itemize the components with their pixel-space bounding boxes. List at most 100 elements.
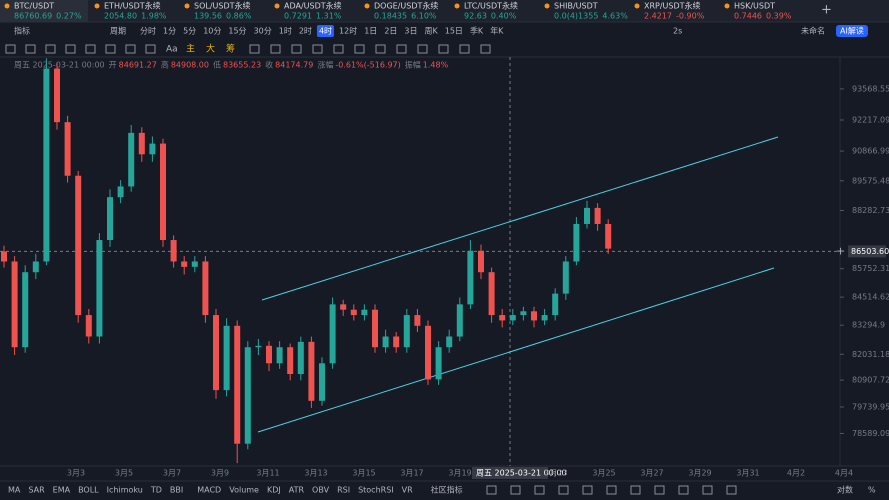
indicator-option[interactable]: OBV [312, 486, 330, 495]
ticker-symbol[interactable]: ETH/USDT永续 [104, 1, 161, 11]
draw-tool-icon[interactable] [459, 44, 470, 54]
tool-icon[interactable] [65, 44, 76, 54]
add-ticker[interactable]: + [821, 3, 832, 18]
ticker-change[interactable]: 1.98% [141, 12, 167, 21]
indicator-option[interactable]: Volume [229, 486, 259, 495]
ticker-symbol[interactable]: HSK/USDT [734, 2, 775, 11]
indicator-option[interactable]: EMA [53, 486, 71, 495]
ticker-change[interactable]: 0.40% [491, 12, 517, 21]
ticker-symbol[interactable]: XRP/USDT永续 [644, 1, 701, 11]
ticker-symbol[interactable]: DOGE/USDT永续 [374, 1, 438, 11]
ticker-symbol[interactable]: LTC/USDT永续 [464, 1, 518, 11]
ticker-price[interactable]: 2054.80 [104, 12, 137, 21]
tool-button[interactable]: 主 [186, 43, 195, 55]
tool-icon[interactable] [25, 44, 36, 54]
indicator-button[interactable]: 指标 [14, 26, 30, 36]
tool-button[interactable]: 大 [206, 43, 215, 55]
period-option[interactable]: 2时 [299, 26, 312, 36]
period-option[interactable]: 30分 [254, 27, 272, 36]
ticker-change[interactable]: 0.86% [226, 12, 252, 21]
tool-icon[interactable] [145, 44, 156, 54]
draw-tool-icon[interactable] [702, 485, 713, 495]
draw-tool-icon[interactable] [438, 44, 449, 54]
period-option[interactable]: 年K [490, 26, 504, 36]
indicator-option[interactable]: Ichimoku [107, 486, 143, 495]
ticker-price[interactable]: 0.7446 [734, 12, 762, 21]
ai-button-bg[interactable] [836, 25, 868, 37]
draw-tool-icon[interactable] [558, 485, 569, 495]
ticker-change[interactable]: -0.90% [676, 12, 705, 21]
draw-tool-icon[interactable] [630, 485, 641, 495]
period-option[interactable]: 1分 [163, 27, 176, 36]
indicator-option[interactable]: RSI [337, 486, 350, 495]
draw-tool-icon[interactable] [312, 44, 323, 54]
tool-icon[interactable] [5, 44, 16, 54]
tool-button[interactable]: 筹 [226, 43, 235, 55]
log-toggle[interactable]: 对数 [837, 485, 853, 495]
percent-toggle[interactable]: % [868, 486, 876, 495]
draw-tool-icon[interactable] [678, 485, 689, 495]
tool-icon[interactable] [85, 44, 96, 54]
period-option[interactable]: 3日 [404, 27, 417, 36]
indicator-option[interactable]: SAR [28, 486, 45, 495]
indicator-option[interactable]: ATR [289, 486, 305, 495]
draw-tool-icon[interactable] [480, 44, 491, 54]
indicator-option[interactable]: MA [8, 486, 21, 495]
ticker-price[interactable]: 86760.69 [14, 12, 52, 21]
period-option[interactable]: 分时 [140, 26, 156, 36]
ticker-price[interactable]: 0.0(4)1355 [554, 12, 598, 21]
indicator-option[interactable]: VR [402, 486, 413, 495]
ticker-symbol[interactable]: SOL/USDT永续 [194, 1, 251, 11]
tool-icon[interactable] [105, 44, 116, 54]
period-option[interactable]: 周K [425, 27, 439, 36]
draw-tool-icon[interactable] [582, 485, 593, 495]
ticker-price[interactable]: 2.4217 [644, 12, 672, 21]
draw-tool-icon[interactable] [606, 485, 617, 495]
ai-button[interactable]: AI解读 [840, 26, 864, 36]
period-label[interactable]: 周期 [110, 27, 126, 36]
draw-tool-icon[interactable] [417, 44, 428, 54]
draw-tool-icon[interactable] [375, 44, 386, 54]
period-option[interactable]: 10分 [203, 27, 221, 36]
ticker-price[interactable]: 0.18435 [374, 12, 407, 21]
draw-tool-icon[interactable] [654, 485, 665, 495]
indicator-option[interactable]: MACD [197, 486, 221, 495]
indicator-option[interactable]: KDJ [267, 486, 281, 495]
tool-icon[interactable] [45, 44, 56, 54]
draw-tool-icon[interactable] [726, 485, 737, 495]
draw-tool-icon[interactable] [270, 44, 281, 54]
indicator-option[interactable]: StochRSI [358, 486, 394, 495]
indicator-option[interactable]: BOLL [78, 486, 99, 495]
period-option[interactable]: 5分 [183, 27, 196, 36]
period-option[interactable]: 15日 [445, 27, 463, 36]
period-option[interactable]: 1时 [279, 26, 292, 36]
indicator-option[interactable]: TD [150, 486, 162, 495]
community-indicators[interactable]: 社区指标 [431, 485, 463, 495]
period-option[interactable]: 2日 [384, 27, 397, 36]
indicator-option[interactable]: BBI [170, 486, 183, 495]
draw-tool-icon[interactable] [396, 44, 407, 54]
draw-tool-icon[interactable] [333, 44, 344, 54]
ticker-price[interactable]: 0.7291 [284, 12, 312, 21]
layout-name[interactable]: 未命名 [801, 26, 825, 36]
ticker-change[interactable]: 4.63% [602, 12, 628, 21]
ticker-symbol[interactable]: BTC/USDT [14, 2, 54, 11]
period-option[interactable]: 15分 [228, 27, 246, 36]
draw-tool-icon[interactable] [486, 485, 497, 495]
ticker-change[interactable]: 0.39% [766, 12, 792, 21]
ticker-price[interactable]: 92.63 [464, 12, 487, 21]
draw-tool-icon[interactable] [354, 44, 365, 54]
draw-tool-icon[interactable] [534, 485, 545, 495]
tool-button[interactable]: Aa [166, 45, 178, 55]
draw-tool-icon[interactable] [249, 44, 260, 54]
draw-tool-icon[interactable] [291, 44, 302, 54]
ticker-change[interactable]: 0.27% [56, 12, 82, 21]
period-option[interactable]: 季K [470, 26, 484, 36]
period-option[interactable]: 4时 [319, 26, 332, 36]
refresh[interactable]: 2s [673, 27, 682, 36]
period-option[interactable]: 12时 [339, 26, 357, 36]
draw-tool-icon[interactable] [510, 485, 521, 495]
ticker-change[interactable]: 1.31% [316, 12, 342, 21]
tool-icon[interactable] [125, 44, 136, 54]
ticker-price[interactable]: 139.56 [194, 12, 222, 21]
